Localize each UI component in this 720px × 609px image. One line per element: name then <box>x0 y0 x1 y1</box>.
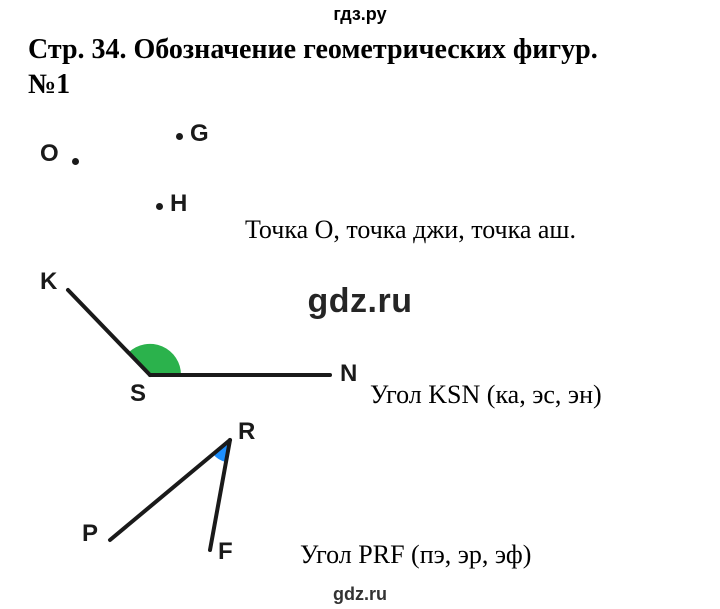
angle-prf-label-F: F <box>218 538 233 566</box>
angle-prf-label-R: R <box>238 418 255 446</box>
angle-prf-ray-rp <box>110 440 230 540</box>
angle-prf-diagram <box>0 0 720 609</box>
angle-prf-description: Угол PRF (пэ, эр, эф) <box>300 540 531 570</box>
angle-prf-label-P: P <box>82 520 98 548</box>
